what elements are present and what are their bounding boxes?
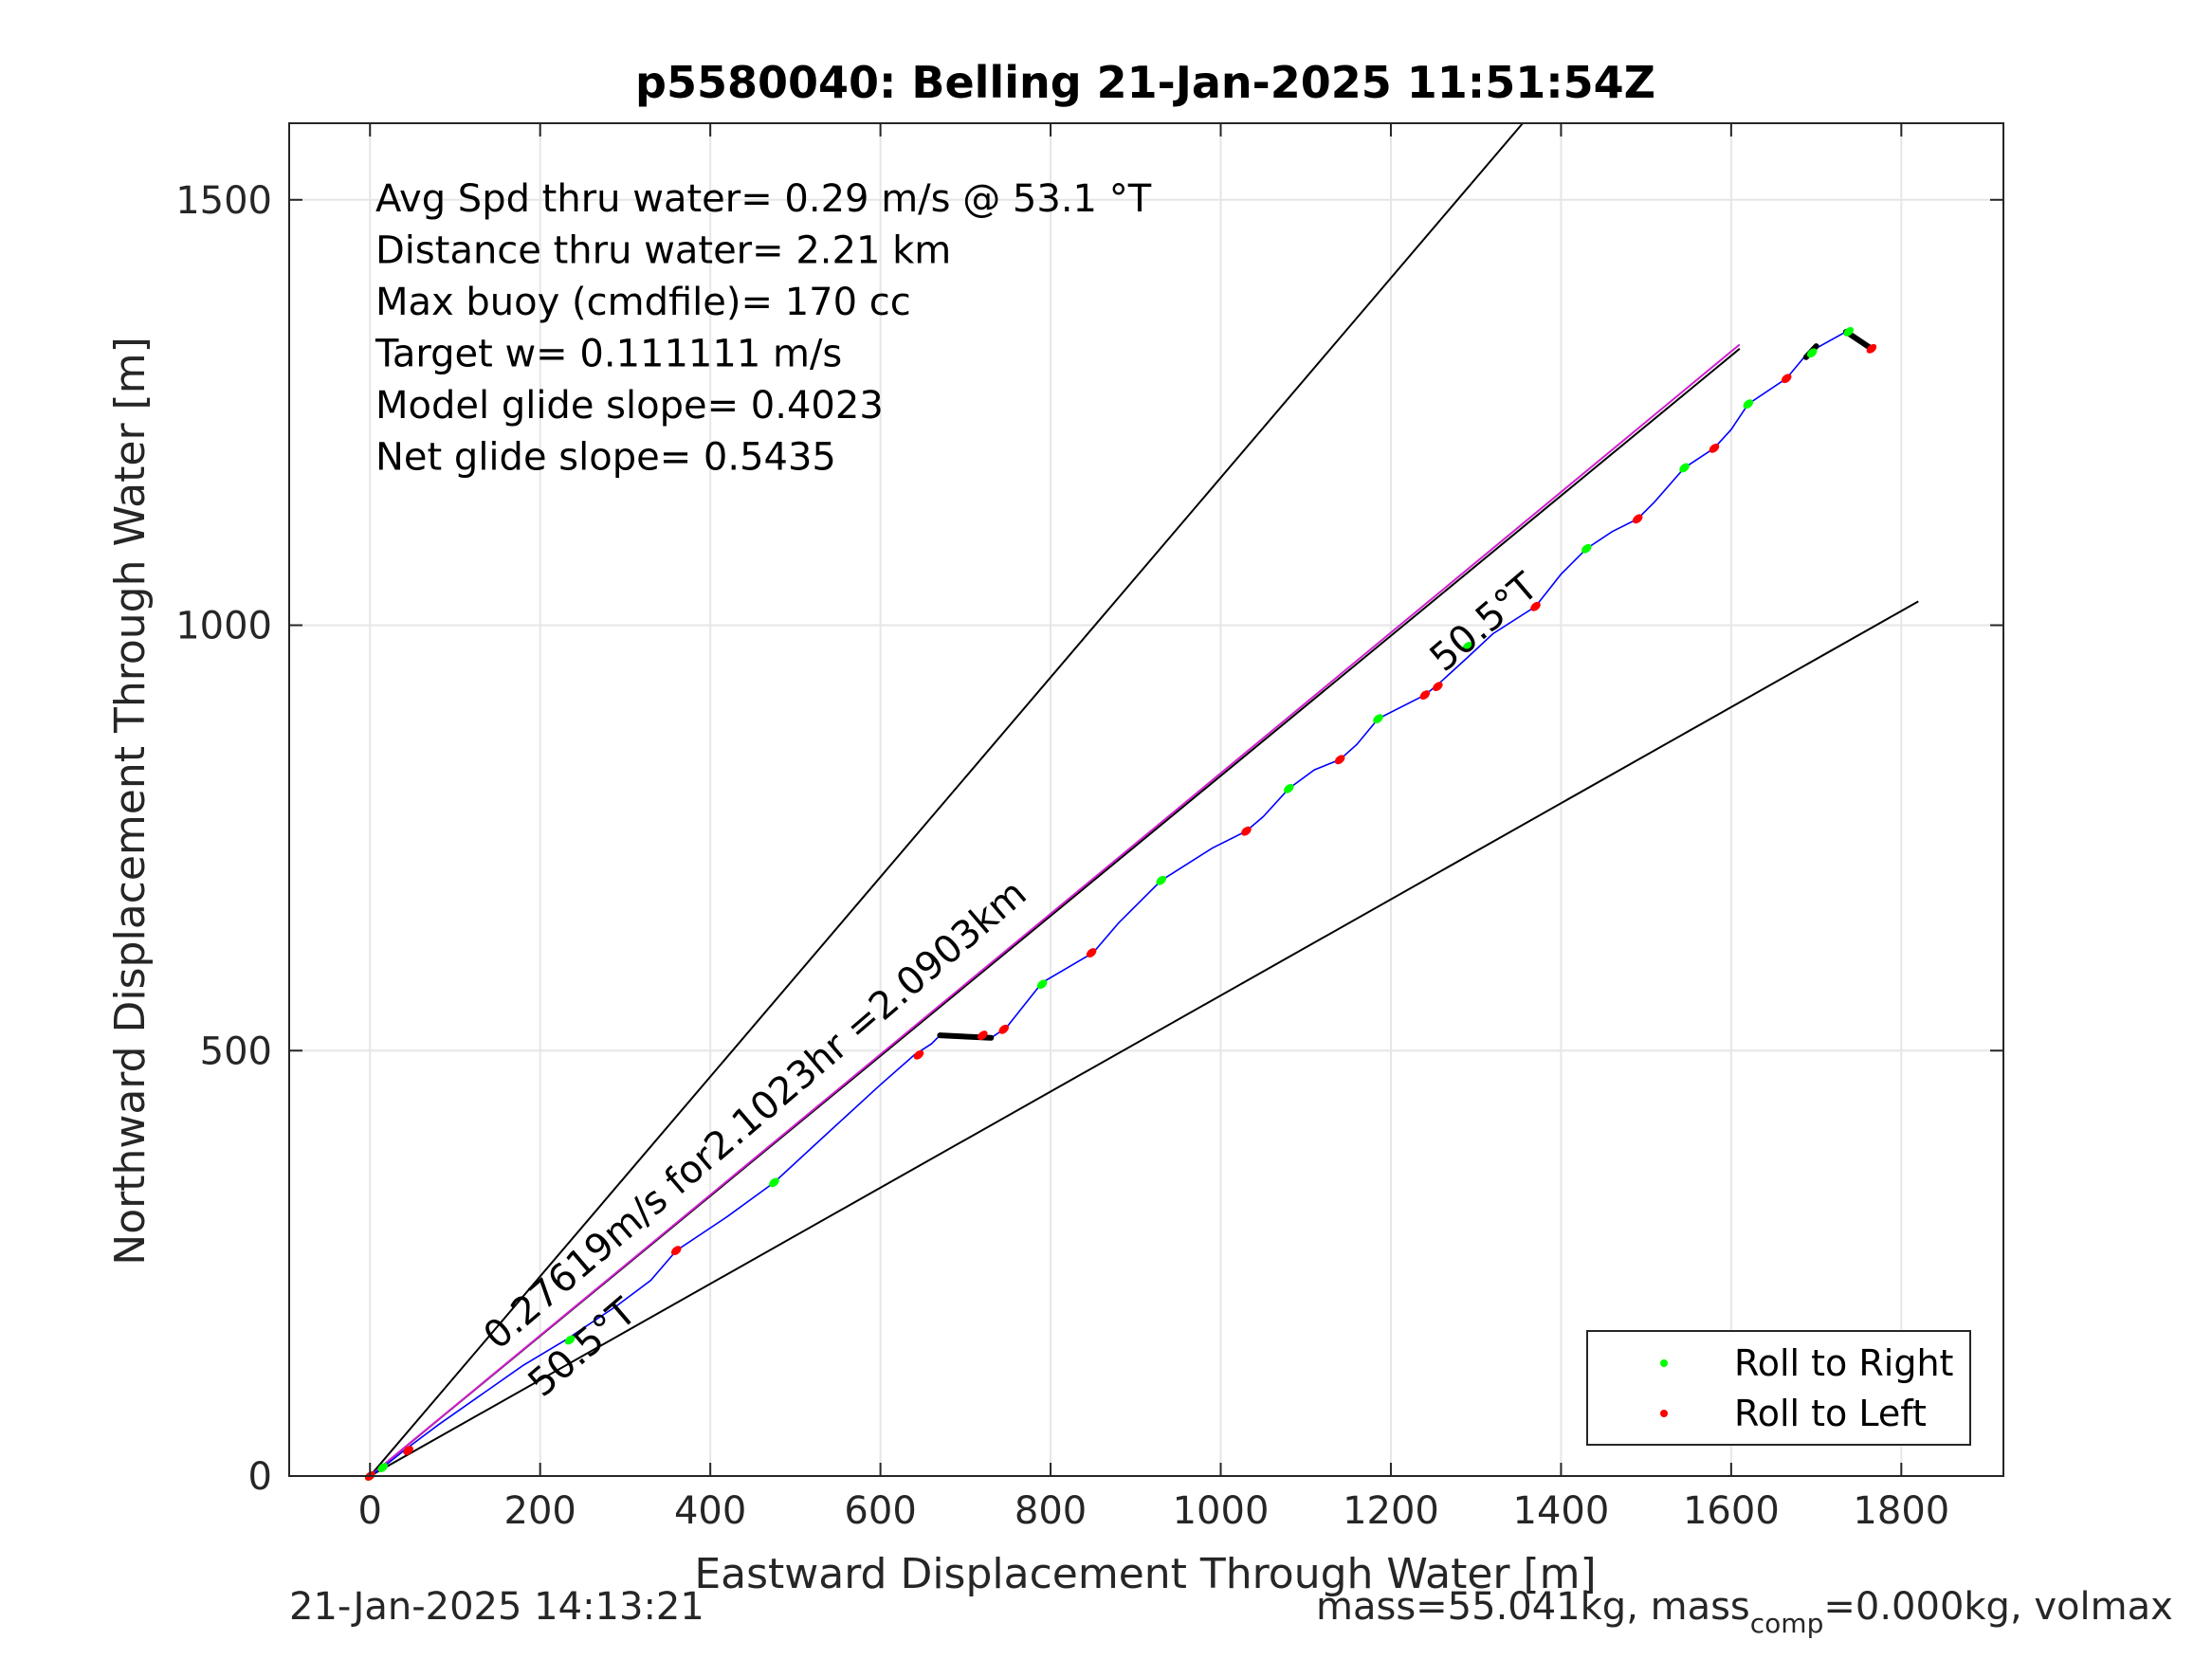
roll-to-left-marker-4 bbox=[978, 1030, 988, 1041]
mass-subscript: comp bbox=[1749, 1608, 1824, 1639]
legend-marker-roll-to-right bbox=[1660, 1359, 1668, 1367]
x-tick-label-9: 1800 bbox=[1853, 1489, 1949, 1533]
roll-to-left-marker-13 bbox=[1709, 443, 1720, 453]
roll-to-left-marker-2 bbox=[670, 1246, 682, 1256]
footer-mass-info: mass=55.041kg, masscomp=0.000kg, volmax bbox=[1316, 1585, 2173, 1639]
x-tick-label-6: 1200 bbox=[1343, 1489, 1439, 1533]
mass-text: mass=55.041kg, mass bbox=[1316, 1585, 1750, 1629]
mass-suffix: =0.000kg, volmax bbox=[1823, 1585, 2173, 1629]
tick-labels: 0 200 400 600 800 1000 1200 1400 1600 1800 0 500 100… bbox=[175, 179, 1949, 1533]
track-line bbox=[369, 330, 1873, 1477]
roll-to-left-marker-9 bbox=[1419, 690, 1431, 701]
annotation-line-1: Distance thru water= 2.21 km bbox=[375, 229, 951, 273]
legend-label-roll-to-left: Roll to Left bbox=[1734, 1393, 1927, 1434]
roll-to-left-marker-11 bbox=[1530, 601, 1541, 611]
reference-line-upper-bound bbox=[369, 122, 1524, 1477]
annotation-line-2: Max buoy (cmdfile)= 170 cc bbox=[375, 281, 911, 324]
annotation-line-3: Target w= 0.111111 m/s bbox=[375, 333, 842, 376]
roll-to-right-marker-13 bbox=[1843, 326, 1854, 337]
reference-line-lower-bound bbox=[369, 600, 1919, 1477]
roll-to-right-marker-1 bbox=[377, 1463, 388, 1472]
roll-to-left-marker-3 bbox=[913, 1049, 924, 1060]
y-tick-label-1: 500 bbox=[200, 1030, 272, 1073]
roll-to-right-marker-7 bbox=[1373, 714, 1383, 724]
chart-title: p5580040: Belling 21-Jan-2025 11:51:54Z bbox=[635, 57, 1655, 108]
track-layer bbox=[369, 328, 1874, 1477]
x-tick-label-4: 800 bbox=[1015, 1489, 1087, 1533]
roll-to-right-marker-6 bbox=[1284, 783, 1294, 793]
x-axis-label: Eastward Displacement Through Water [m] bbox=[694, 1550, 1596, 1598]
roll-to-left-marker-7 bbox=[1241, 826, 1252, 836]
x-tick-label-0: 0 bbox=[358, 1489, 382, 1533]
reference-line-heading-line bbox=[369, 343, 1741, 1477]
x-tick-label-2: 400 bbox=[674, 1489, 746, 1533]
roll-to-right-marker-3 bbox=[769, 1177, 779, 1188]
roll-to-left-marker-14 bbox=[1781, 374, 1792, 384]
y-axis-label: Northward Displacement Through Water [m] bbox=[106, 337, 155, 1265]
y-tick-label-2: 1000 bbox=[175, 605, 272, 648]
roll-to-right-marker-4 bbox=[1036, 979, 1048, 990]
legend-marker-roll-to-left bbox=[1660, 1410, 1668, 1417]
annotation-line-5: Net glide slope= 0.5435 bbox=[375, 436, 836, 480]
roll-to-right-marker-11 bbox=[1743, 399, 1754, 410]
roll-to-right-marker-5 bbox=[1156, 875, 1166, 885]
roll-to-left-marker-5 bbox=[998, 1024, 1009, 1034]
legend: Roll to Right Roll to Left bbox=[1586, 1330, 1971, 1446]
axes-box bbox=[288, 122, 2004, 1477]
x-tick-label-7: 1400 bbox=[1513, 1489, 1610, 1533]
reference-lines bbox=[369, 122, 1919, 1477]
legend-box bbox=[1586, 1330, 1971, 1446]
x-tick-label-3: 600 bbox=[844, 1489, 916, 1533]
axes-frame bbox=[288, 122, 2004, 1477]
x-tick-label-5: 1000 bbox=[1173, 1489, 1270, 1533]
annotation-block: Avg Spd thru water= 0.29 m/s @ 53.1 °T Di… bbox=[375, 177, 1152, 480]
x-tick-label-8: 1600 bbox=[1683, 1489, 1780, 1533]
roll-to-right-marker-10 bbox=[1679, 463, 1690, 473]
annotation-line-0: Avg Spd thru water= 0.29 m/s @ 53.1 °T bbox=[375, 177, 1152, 221]
roll-to-left-marker-10 bbox=[1433, 682, 1443, 692]
roll-to-right-marker-8 bbox=[1462, 642, 1472, 651]
heading-label-upper: 50.5°T bbox=[1422, 565, 1547, 681]
roll-to-left-marker-8 bbox=[1334, 755, 1345, 765]
x-tick-label-1: 200 bbox=[504, 1489, 576, 1533]
roll-to-left-marker-15 bbox=[1866, 343, 1877, 354]
roll-to-left-marker-12 bbox=[1632, 514, 1643, 524]
roll-to-left-marker-6 bbox=[1086, 948, 1097, 957]
roll-markers bbox=[364, 326, 1877, 1481]
roll-to-right-marker-2 bbox=[564, 1335, 576, 1345]
legend-label-roll-to-right: Roll to Right bbox=[1734, 1342, 1953, 1384]
roll-to-right-marker-9 bbox=[1581, 543, 1592, 554]
roll-to-right-marker-12 bbox=[1806, 348, 1818, 358]
y-tick-label-3: 1500 bbox=[175, 179, 272, 223]
y-tick-label-0: 0 bbox=[248, 1455, 272, 1499]
line-labels: 0.27619m/s for2.1023hr =2.0903km50.5°T50… bbox=[476, 565, 1547, 1406]
annotation-line-4: Model glide slope= 0.4023 bbox=[375, 384, 884, 428]
footer-timestamp: 21-Jan-2025 14:13:21 bbox=[289, 1585, 704, 1629]
net-speed-label: 0.27619m/s for2.1023hr =2.0903km bbox=[476, 871, 1035, 1358]
roll-to-left-marker-1 bbox=[403, 1446, 413, 1456]
